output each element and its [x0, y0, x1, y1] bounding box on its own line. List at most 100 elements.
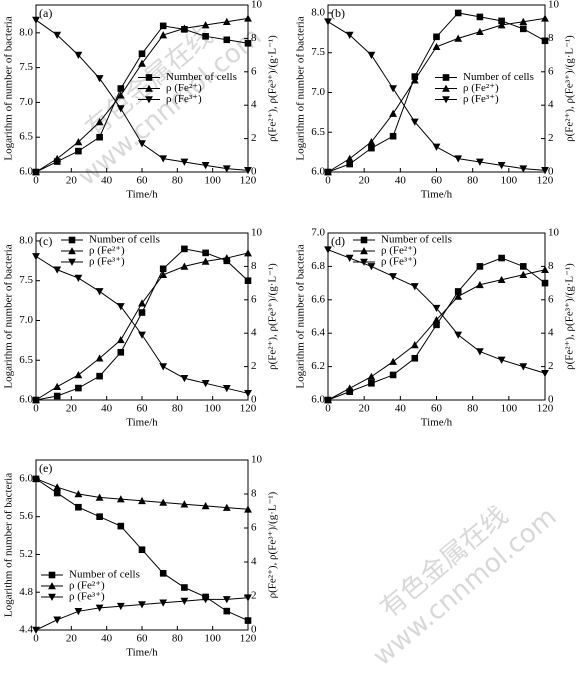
y2-tick-label: 8	[251, 488, 257, 500]
legend-label: Number of cells	[381, 234, 452, 246]
marker	[244, 594, 252, 602]
marker	[53, 31, 62, 39]
legend-label: ρ (Fe³⁺)	[69, 591, 105, 603]
marker	[498, 17, 505, 25]
x-tick-label: 120	[240, 633, 257, 645]
marker	[410, 340, 419, 349]
y-tick-label: 6.2	[311, 360, 325, 372]
marker	[389, 357, 397, 365]
marker	[519, 270, 528, 279]
marker	[244, 14, 252, 22]
x-axis-label: Time/h	[126, 647, 158, 659]
y2-tick-label: 2	[251, 590, 257, 602]
y-tick-label: 7.5	[311, 46, 325, 58]
marker	[159, 155, 168, 163]
marker	[96, 513, 103, 520]
x-tick-label: 20	[359, 403, 371, 415]
y2-tick-label: 0	[548, 394, 554, 406]
marker	[53, 266, 62, 274]
marker	[138, 50, 146, 58]
marker	[159, 31, 168, 39]
y-tick-label: 7.0	[19, 314, 33, 326]
marker	[476, 263, 484, 270]
x-tick-label: 20	[66, 175, 78, 187]
marker	[75, 503, 82, 511]
marker	[48, 582, 56, 590]
marker	[497, 356, 506, 364]
marker	[180, 262, 189, 270]
y2-tick-label: 0	[251, 166, 257, 178]
marker	[202, 33, 209, 40]
marker	[244, 39, 252, 47]
marker	[454, 292, 463, 300]
marker	[345, 31, 354, 39]
marker	[138, 140, 146, 148]
marker	[519, 165, 528, 173]
marker	[159, 570, 167, 577]
x-tick-label: 100	[501, 403, 518, 415]
marker	[159, 363, 168, 371]
marker	[68, 247, 76, 255]
y2-tick-label: 10	[548, 227, 560, 239]
marker	[201, 596, 210, 604]
y-tick-label: 6.5	[19, 354, 33, 366]
x-tick-label: 60	[137, 175, 149, 187]
y-tick-label: 7.0	[311, 86, 325, 98]
marker	[138, 299, 146, 307]
x-tick-label: 100	[204, 633, 221, 645]
marker	[442, 74, 450, 81]
marker	[116, 495, 125, 503]
marker	[53, 392, 61, 400]
y-tick-label: 5.6	[19, 510, 33, 522]
marker	[244, 277, 252, 285]
marker	[411, 354, 419, 362]
marker	[117, 348, 125, 356]
marker	[541, 14, 549, 22]
marker	[222, 385, 231, 393]
marker	[222, 596, 231, 604]
marker	[138, 59, 146, 67]
marker	[32, 626, 40, 634]
y2-tick-label: 8	[251, 32, 257, 44]
legend-label: ρ (Fe²⁺)	[89, 245, 125, 257]
y2-tick-label: 10	[251, 0, 263, 11]
watermark: 有色金属在线 www.cnnmol.com	[73, 21, 268, 192]
marker	[53, 489, 61, 497]
marker	[201, 21, 210, 29]
marker	[117, 85, 125, 92]
x-tick-label: 40	[101, 175, 113, 187]
marker	[410, 118, 419, 126]
marker	[244, 167, 252, 175]
marker	[53, 616, 62, 624]
legend-label: ρ (Fe³⁺)	[89, 256, 125, 268]
marker	[433, 321, 440, 329]
marker	[159, 599, 168, 607]
panel-label: (c)	[39, 234, 52, 248]
marker	[159, 498, 168, 506]
marker	[145, 74, 153, 81]
marker	[32, 253, 40, 261]
marker	[345, 254, 354, 262]
y-tick-label: 6.0	[311, 394, 325, 406]
marker	[541, 167, 549, 175]
y2-tick-label: 10	[251, 454, 263, 466]
x-tick-label: 100	[204, 175, 221, 187]
marker	[324, 246, 332, 254]
marker	[324, 168, 332, 176]
marker	[201, 257, 210, 265]
panel: 0 20 40 60 80 100 120 4.4 4.8 5.2 5.6 6.0 0 2 4 6 8 10 Tim…	[3, 454, 279, 659]
watermark: 有色金属在线 www.cnnmol.com	[368, 501, 563, 672]
marker	[202, 249, 209, 257]
marker	[433, 33, 440, 41]
marker	[180, 500, 189, 508]
y2-tick-label: 6	[548, 65, 554, 77]
marker	[48, 593, 56, 601]
marker	[74, 274, 83, 282]
y-tick-label: 7.0	[311, 227, 325, 239]
marker	[116, 303, 125, 311]
panel-label: (a)	[39, 6, 52, 20]
y2-tick-label: 2	[548, 132, 554, 144]
marker	[32, 474, 40, 482]
